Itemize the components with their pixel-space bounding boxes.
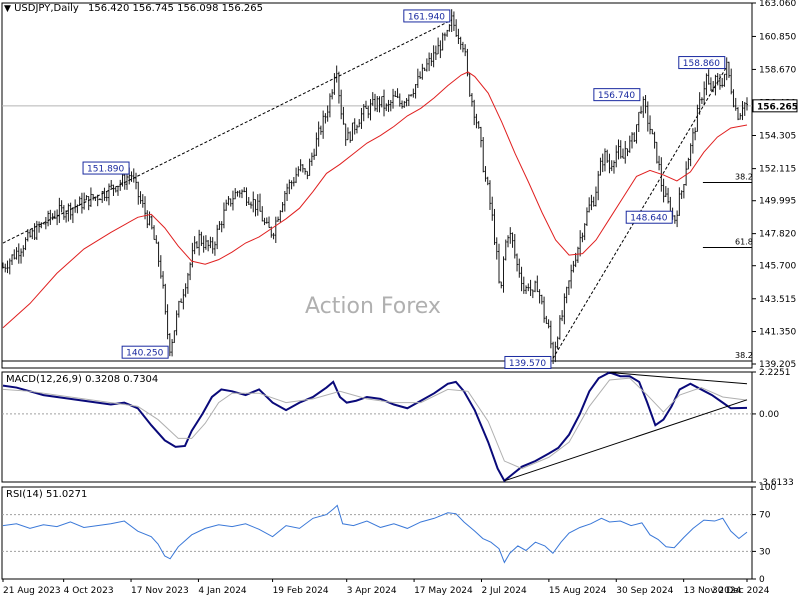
rsi-title: RSI(14) 51.0271 <box>6 489 88 500</box>
x-tick-label: 17 May 2024 <box>414 586 473 596</box>
price-tick-label: 158.670 <box>759 65 796 75</box>
x-tick-label: 30 Dec 2024 <box>712 586 770 596</box>
price-label-box <box>82 161 130 175</box>
price-tick-label: 152.115 <box>759 165 796 175</box>
price-label-box <box>121 345 169 359</box>
price-label-box <box>403 9 451 23</box>
symbol-icon: ▼ <box>4 4 11 14</box>
x-tick-label: 4 Oct 2023 <box>64 586 114 596</box>
moving-average-line <box>2 71 748 329</box>
ohlc-label: 156.420 156.745 156.098 156.265 <box>88 3 263 14</box>
price-tick-label: 163.060 <box>759 0 796 9</box>
x-tick-label: 2 Jul 2024 <box>481 586 526 596</box>
current-price-marker <box>752 99 798 113</box>
rsi-tick-label: 30 <box>759 547 771 557</box>
x-tick-label: 13 Nov 2024 <box>684 586 742 596</box>
macd-signal-line <box>2 377 748 470</box>
price-label: 158.860 <box>683 59 720 69</box>
x-tick-label: 3 Apr 2024 <box>347 586 397 596</box>
macd-tick-label: -3.6133 <box>759 478 794 488</box>
fib-level-label: 38.2 <box>735 351 753 360</box>
price-tick-label: 143.515 <box>759 295 796 305</box>
price-frame <box>1 2 753 369</box>
price-label: 161.940 <box>408 12 445 22</box>
price-label: 156.740 <box>598 91 635 101</box>
macd-tick-label: 0.00 <box>759 410 779 420</box>
macd-frame <box>1 371 753 483</box>
symbol-label: USDJPY,Daily <box>14 3 79 14</box>
x-tick-label: 17 Nov 2023 <box>131 586 189 596</box>
x-tick-label: 21 Aug 2023 <box>3 586 61 596</box>
rsi-frame <box>1 486 753 580</box>
price-tick-label: 160.850 <box>759 32 796 42</box>
fib-level-label: 38.2 <box>735 172 753 181</box>
macd-title: MACD(12,26,9) 0.3208 0.7304 <box>6 374 159 385</box>
x-tick-label: 4 Jan 2024 <box>198 586 246 596</box>
price-label-box <box>593 88 641 102</box>
price-label: 140.250 <box>126 349 163 359</box>
watermark: Action Forex <box>305 294 441 319</box>
price-tick-label: 141.350 <box>759 328 796 338</box>
price-label: 151.890 <box>87 165 124 175</box>
price-tick-label: 139.205 <box>759 360 796 370</box>
price-tick-label: 145.700 <box>759 262 796 272</box>
price-label-box <box>504 355 552 369</box>
current-price-label: 156.265 <box>757 102 798 112</box>
price-trendline <box>552 66 728 359</box>
price-tick-label: 147.820 <box>759 230 796 240</box>
fib-level-label: 61.8 <box>735 238 753 247</box>
x-tick-label: 15 Aug 2024 <box>549 586 607 596</box>
price-header: ▼ USDJPY,Daily 156.420 156.745 156.098 1… <box>4 3 263 14</box>
macd-trendline <box>504 399 748 482</box>
price-label: 148.640 <box>630 214 667 224</box>
rsi-tick-label: 100 <box>759 483 776 493</box>
rsi-tick-label: 0 <box>759 575 765 585</box>
price-label: 139.570 <box>509 359 546 369</box>
price-tick-label: 149.995 <box>759 197 796 207</box>
price-label-box <box>625 210 673 224</box>
macd-trendline <box>609 371 748 385</box>
rsi-line <box>2 504 748 564</box>
price-tick-label: 154.305 <box>759 131 796 141</box>
price-trendline <box>2 19 453 244</box>
x-tick-label: 30 Sep 2024 <box>616 586 673 596</box>
x-tick-label: 19 Feb 2024 <box>273 586 329 596</box>
macd-line <box>2 371 748 483</box>
price-label-box <box>678 56 726 70</box>
macd-tick-label: 2.2251 <box>759 368 791 378</box>
rsi-tick-label: 70 <box>759 511 771 521</box>
